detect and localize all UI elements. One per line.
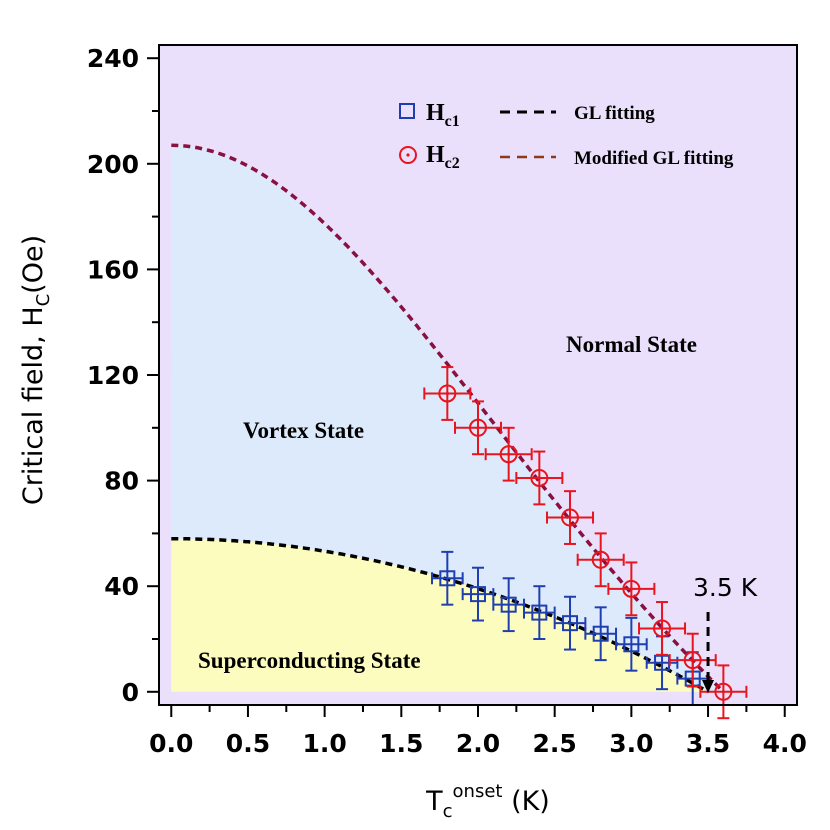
data-point-hc2-7 <box>638 601 687 656</box>
fit-curve-modified-gl <box>171 143 725 694</box>
x-tick-label: 0.0 <box>149 729 193 758</box>
circle-marker <box>591 550 610 569</box>
legend: Hc1 GL fitting Hc2 Modified GL fitting <box>399 100 734 172</box>
y-tick-label: 160 <box>87 255 139 284</box>
data-point-hc2-2 <box>484 426 533 482</box>
circle-marker <box>561 508 580 527</box>
data-point-hc2-4 <box>546 490 595 545</box>
data-point-hc2-8 <box>668 632 717 688</box>
legend-marker-hc1 <box>399 103 415 119</box>
data-point-hc2-5 <box>576 532 625 588</box>
y-tick-label: 120 <box>87 361 139 390</box>
data-point-hc2-6 <box>607 561 656 617</box>
circle-marker-dot <box>629 587 633 591</box>
circle-marker <box>683 651 702 670</box>
data-point-hc1-3 <box>523 585 556 640</box>
square-marker <box>531 604 548 621</box>
y-tick-label: 0 <box>122 678 139 707</box>
circle-marker <box>438 384 457 403</box>
y-tick-label: 40 <box>104 572 139 601</box>
data-point-hc1-0 <box>430 550 464 606</box>
y-axis-title: Critical field, HC(Oe) <box>18 235 54 505</box>
region-label-superconducting: Superconducting State <box>198 648 421 673</box>
region-label-vortex: Vortex State <box>243 418 364 443</box>
square-marker <box>439 570 456 587</box>
x-tick-label: 2.0 <box>456 729 500 758</box>
circle-marker-dot <box>721 690 725 694</box>
annotation-3-5-k: 3.5 K <box>693 573 758 602</box>
y-tick-label: 200 <box>87 150 139 179</box>
x-axis-title: Tconset (K) <box>425 781 550 822</box>
circle-marker <box>530 468 549 487</box>
legend-label-modified-gl: Modified GL fitting <box>574 148 734 169</box>
circle-marker-dot <box>599 558 603 562</box>
data-markers <box>423 366 748 720</box>
legend-label-hc2: Hc2 <box>426 142 460 172</box>
circle-marker <box>653 619 672 638</box>
x-tick-label: 1.5 <box>379 729 423 758</box>
data-point-hc2-1 <box>453 400 503 456</box>
circle-marker-dot <box>537 476 541 480</box>
region-superconducting-state <box>171 538 709 692</box>
data-point-hc1-4 <box>553 595 587 651</box>
square-marker <box>500 596 517 613</box>
circle-marker <box>714 682 733 701</box>
region-label-normal: Normal State <box>566 332 697 357</box>
square-marker <box>592 625 609 642</box>
x-tick-label: 0.5 <box>226 729 270 758</box>
data-point-hc1-2 <box>492 577 526 633</box>
annotation-arrow-head <box>702 680 715 693</box>
x-tick-label: 3.0 <box>609 729 653 758</box>
circle-marker <box>622 579 641 598</box>
legend-marker-hc2 <box>399 146 417 164</box>
x-tick-label: 4.0 <box>763 729 807 758</box>
data-point-hc1-5 <box>584 606 618 662</box>
annotation-arrow <box>702 612 715 693</box>
legend-marker-hc2-dot <box>406 153 410 157</box>
data-point-hc2-0 <box>423 366 472 421</box>
circle-marker-dot <box>507 452 511 456</box>
fit-curve-gl <box>171 536 709 694</box>
x-tick-label: 1.0 <box>302 729 346 758</box>
fit-curves <box>171 143 725 694</box>
circle-marker-dot <box>445 391 449 396</box>
circle-marker-dot <box>660 626 664 631</box>
data-point-hc1-1 <box>461 566 495 622</box>
x-tick-label: 3.5 <box>686 729 730 758</box>
circle-marker <box>469 418 487 437</box>
data-point-hc2-3 <box>515 450 564 506</box>
circle-marker-dot <box>691 658 695 662</box>
circle-marker <box>499 445 518 464</box>
square-marker <box>623 636 640 653</box>
legend-label-hc1: Hc1 <box>426 100 460 130</box>
square-marker <box>562 615 579 632</box>
circle-marker-dot <box>568 515 572 520</box>
x-tick-label: 2.5 <box>533 729 577 758</box>
circle-marker-dot <box>476 426 480 430</box>
data-point-hc1-6 <box>615 616 648 672</box>
y-tick-label: 240 <box>87 44 139 73</box>
axes: 0.0 0.5 1.0 1.5 2.0 2.5 3.0 3.5 4.0 0 40 80 120 160 20… <box>87 44 807 758</box>
square-marker <box>470 586 486 603</box>
y-tick-label: 80 <box>104 467 139 496</box>
legend-label-gl: GL fitting <box>574 103 655 124</box>
